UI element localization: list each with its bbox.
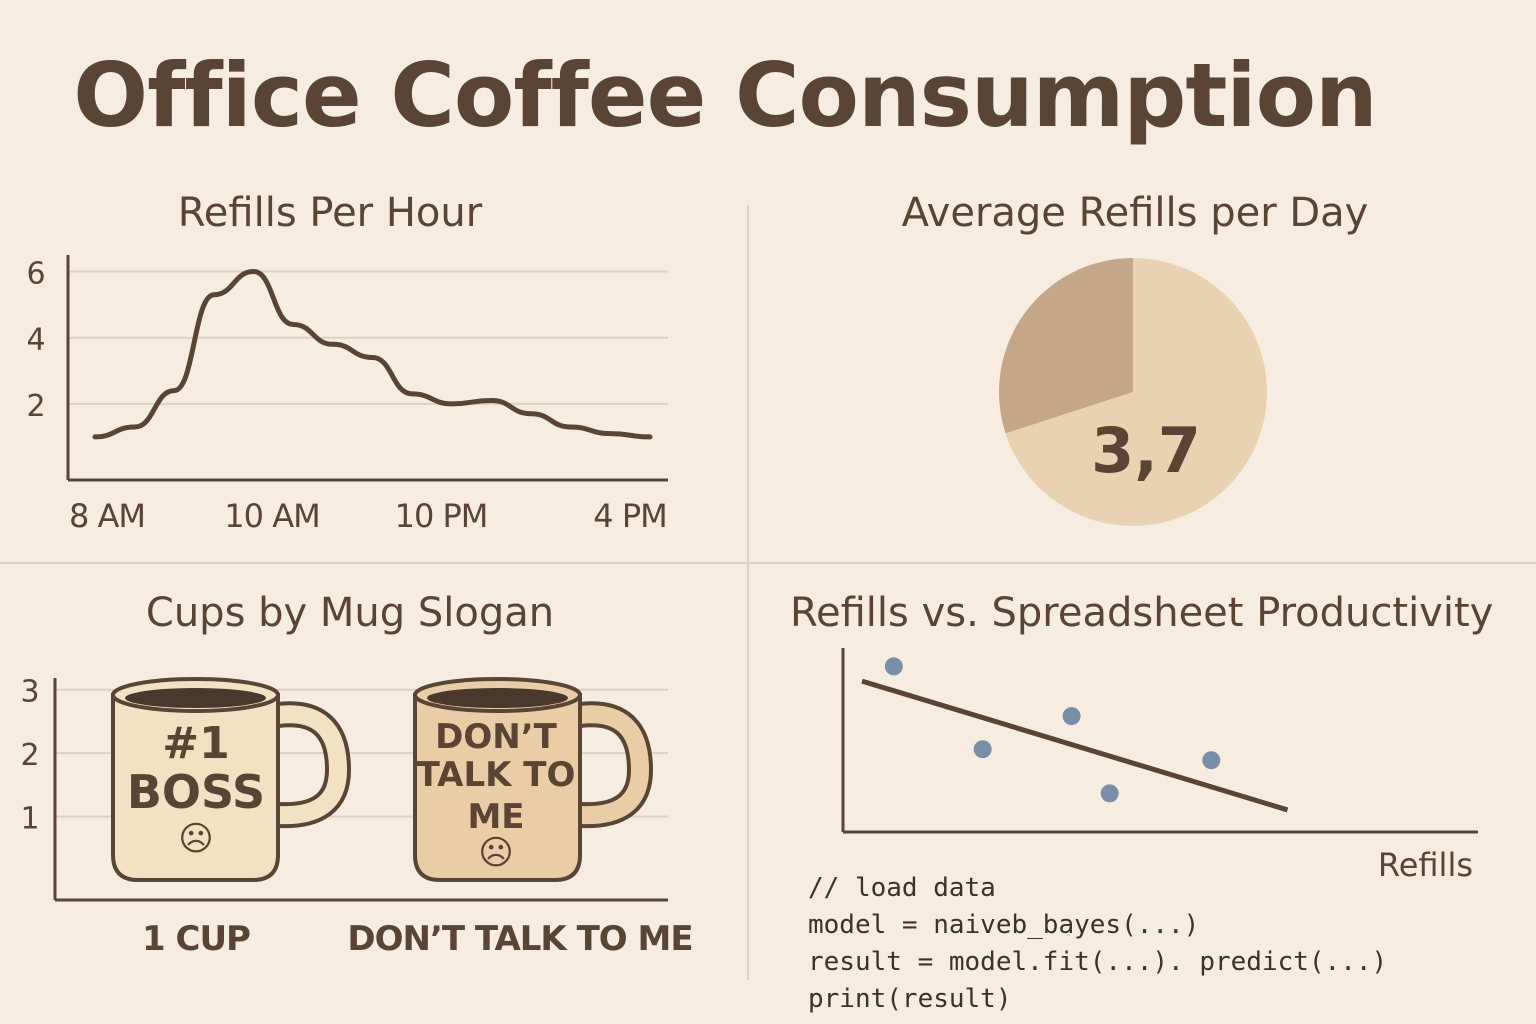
- mug-coffee: [427, 688, 568, 708]
- x-tick-label: 10 PM: [395, 497, 488, 535]
- pie-center-label: 3,7: [1091, 414, 1201, 487]
- productivity-title: Refills vs. Spreadsheet Productivity: [790, 590, 1494, 636]
- y-tick-label: 3: [20, 675, 39, 710]
- series-line: [92, 269, 653, 440]
- mug-body: [111, 693, 280, 882]
- mug-slogan-text: ME: [467, 797, 524, 837]
- average-refills-title: Average Refills per Day: [901, 190, 1369, 236]
- mug-body: [413, 693, 582, 882]
- main-title: Office Coffee Consumption: [73, 44, 1377, 147]
- scatter-point-0: [884, 657, 903, 676]
- y-tick-label: 2: [26, 389, 45, 424]
- mug-slogan-text: #1: [162, 718, 229, 769]
- mug-slogan-text: DON’T: [435, 717, 557, 757]
- category-label: 1 CUP: [142, 919, 250, 959]
- y-tick-label: 4: [26, 323, 45, 358]
- category-label: DON’T TALK TO ME: [347, 919, 692, 959]
- code-line: print(result): [808, 984, 1012, 1014]
- scatter-point-2: [1062, 707, 1081, 726]
- horizontal-divider: [0, 562, 1536, 564]
- vertical-divider: [747, 205, 749, 980]
- mug-handle: [578, 705, 650, 825]
- scatter-point-3: [1100, 784, 1119, 803]
- pie-slice-1: [998, 258, 1133, 434]
- code-line: // load data: [808, 873, 996, 903]
- trend-line: [861, 678, 1289, 813]
- x-tick-label: 10 AM: [224, 497, 319, 535]
- refills-per-hour-title: Refills Per Hour: [177, 190, 483, 236]
- mug-slogan-title: Cups by Mug Slogan: [145, 590, 555, 636]
- y-tick-label: 2: [20, 738, 39, 773]
- mug-slogan-text: BOSS: [127, 765, 265, 819]
- code-block: // load data model = naiveb_bayes(...)res…: [808, 870, 1387, 1018]
- x-axis-label: Refills: [1378, 846, 1473, 884]
- mug-slogan-text: TALK TO: [417, 755, 576, 795]
- mug-frown-icon: ☹: [478, 833, 513, 873]
- mug-coffee: [125, 688, 266, 708]
- y-tick-label: 6: [26, 257, 45, 292]
- mug-handle: [276, 705, 348, 825]
- scatter-point-1: [973, 740, 992, 759]
- mug-frown-icon: ☹: [178, 819, 213, 859]
- scatter-point-4: [1202, 751, 1221, 770]
- code-line: result = model.fit(...). predict(...): [808, 947, 1388, 977]
- pie-slice-0: [1005, 258, 1267, 526]
- code-line: model = naiveb_bayes(...): [808, 910, 1200, 940]
- x-tick-label: 4 PM: [593, 497, 666, 535]
- x-tick-label: 8 AM: [69, 497, 145, 535]
- y-tick-label: 1: [20, 802, 39, 837]
